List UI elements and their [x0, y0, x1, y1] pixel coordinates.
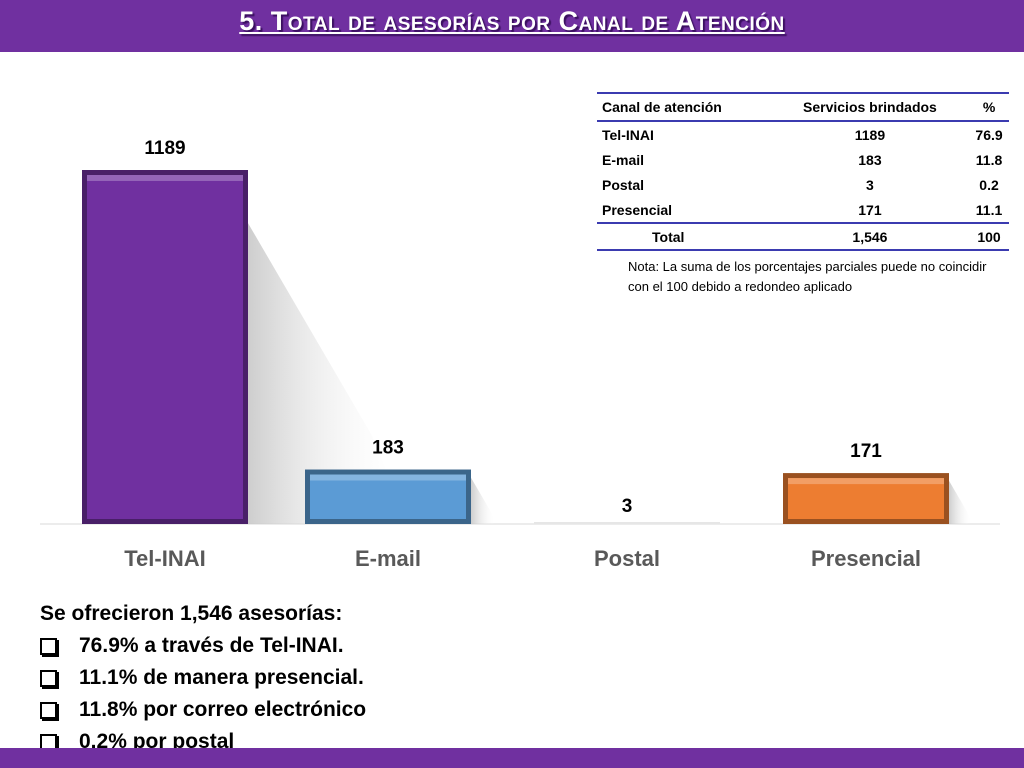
- table-cell: 183: [858, 151, 882, 168]
- summary-item: 11.1% de manera presencial.: [40, 662, 366, 694]
- table-cell: 11.1: [975, 201, 1003, 218]
- table-header-cell: %: [964, 92, 1009, 122]
- bar-tel-inai: [82, 170, 248, 524]
- table-row: E-mail 183 11.8: [597, 147, 1009, 172]
- table-header-cell: Servicios brindados: [770, 92, 965, 122]
- x-tick-label: Presencial: [811, 546, 921, 571]
- bar-presencial: [783, 473, 949, 524]
- bar-highlight: [788, 478, 944, 485]
- title-bar: [0, 0, 1024, 52]
- summary-heading: Se ofrecieron 1,546 asesorías:: [40, 602, 343, 625]
- bar-highlight: [87, 175, 243, 181]
- bar-shadow: [248, 223, 408, 524]
- data-label: 183: [372, 438, 404, 459]
- table-cell: Postal: [602, 176, 645, 193]
- table-row: Postal 3 0.2: [597, 172, 1009, 197]
- checkbox-bullet-icon: [40, 669, 57, 687]
- table-cell: 0.2: [979, 176, 999, 193]
- table-cell: Tel-INAI: [602, 126, 654, 143]
- data-label: 3: [622, 496, 633, 517]
- table-note: Nota: La suma de los porcentajes parcial…: [628, 259, 987, 294]
- summary-item-text: 76.9% a través de Tel-INAI.: [79, 634, 344, 657]
- summary-item: 76.9% a través de Tel-INAI.: [40, 630, 366, 662]
- checkbox-bullet-icon: [40, 701, 57, 719]
- summary-item-text: 11.8% por correo electrónico: [79, 698, 367, 721]
- table-cell: 1,546: [770, 222, 965, 251]
- table-header-row: Canal de atención Servicios brindados %: [597, 92, 1009, 122]
- table-cell: E-mail: [602, 151, 645, 168]
- bar-chart: 1189 183 3 171 Tel-INAI E-mail Postal Presenci…: [40, 138, 1000, 571]
- summary-item-text: 11.1% de manera presencial.: [79, 666, 364, 689]
- data-label: 171: [850, 441, 882, 462]
- bar-e-mail: [305, 469, 471, 524]
- bar-shadow: [471, 477, 496, 524]
- data-label: 1189: [144, 138, 185, 159]
- bar-face: [788, 478, 944, 519]
- table-cell: 76.9: [975, 126, 1003, 143]
- table-cell: 1189: [854, 126, 886, 143]
- bar-postal: [534, 522, 720, 524]
- bar-face: [87, 175, 243, 519]
- table-row: Tel-INAI 1189 76.9: [597, 121, 1009, 147]
- table-cell: 3: [866, 176, 874, 193]
- checkbox-bullet-icon: [40, 637, 57, 655]
- table-header-cell: Canal de atención: [597, 92, 771, 122]
- table-cell: 100: [964, 222, 1009, 251]
- bar-face: [310, 474, 466, 519]
- x-tick-label: Tel-INAI: [124, 546, 205, 571]
- table-row: Presencial 171 11.1: [597, 197, 1009, 223]
- table-cell: 11.8: [975, 151, 1003, 168]
- page-title: 5. Total de asesorías por Canal de Atenc…: [239, 6, 785, 36]
- summary-list: Se ofrecieron 1,546 asesorías: 76.9% a t…: [40, 598, 366, 758]
- bar-shadow: [949, 480, 972, 524]
- data-table: Canal de atención Servicios brindados % …: [597, 92, 1009, 251]
- table-cell: Presencial: [602, 201, 673, 218]
- table-total-row: Total 1,546 100: [597, 222, 1009, 251]
- summary-item-text: 0.2% por postal: [79, 730, 235, 753]
- summary-item: 11.8% por correo electrónico: [40, 694, 366, 726]
- footer-bar: [0, 748, 1024, 768]
- table-cell: 171: [858, 201, 882, 218]
- bar-fill: [534, 522, 720, 524]
- x-tick-label: Postal: [594, 546, 660, 571]
- table-cell: Total: [597, 222, 771, 251]
- x-tick-label: E-mail: [355, 546, 421, 571]
- bar-highlight: [310, 474, 466, 481]
